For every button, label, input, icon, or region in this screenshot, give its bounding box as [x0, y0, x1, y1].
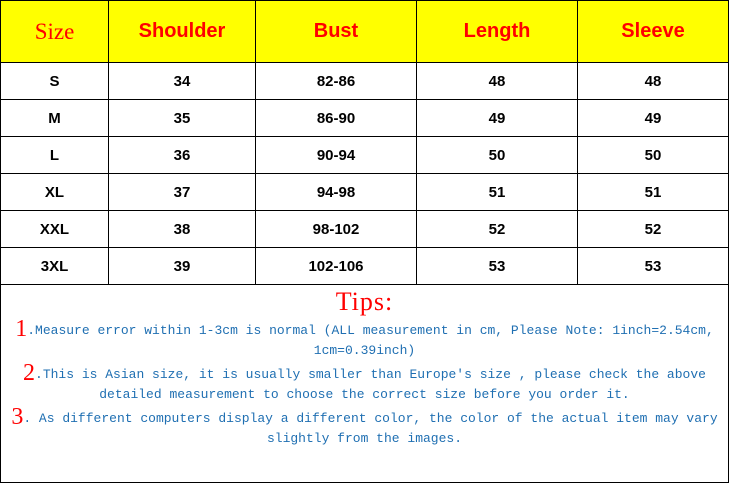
cell-sleeve: 49 [577, 99, 729, 137]
cell-shoulder: 37 [108, 173, 256, 211]
tip-text: .Measure error within 1-3cm is normal (A… [27, 323, 714, 358]
cell-size: S [0, 62, 109, 100]
table-row: S 34 82-86 48 48 [0, 62, 729, 100]
cell-size: L [0, 136, 109, 174]
cell-length: 48 [416, 62, 578, 100]
cell-length: 53 [416, 247, 578, 285]
tip-number: 3 [11, 404, 24, 430]
tip-2: 2.This is Asian size, it is usually smal… [1, 360, 728, 405]
cell-length: 51 [416, 173, 578, 211]
cell-bust: 102-106 [255, 247, 417, 285]
cell-sleeve: 50 [577, 136, 729, 174]
cell-length: 52 [416, 210, 578, 248]
table-row: L 36 90-94 50 50 [0, 136, 729, 174]
table-row: M 35 86-90 49 49 [0, 99, 729, 137]
cell-sleeve: 53 [577, 247, 729, 285]
table-row: XXL 38 98-102 52 52 [0, 210, 729, 248]
table-row: XL 37 94-98 51 51 [0, 173, 729, 211]
header-bust: Bust [255, 0, 417, 63]
cell-sleeve: 48 [577, 62, 729, 100]
cell-sleeve: 52 [577, 210, 729, 248]
table-row: 3XL 39 102-106 53 53 [0, 247, 729, 285]
header-row: Size Shoulder Bust Length Sleeve [0, 0, 729, 63]
cell-size: XL [0, 173, 109, 211]
cell-length: 49 [416, 99, 578, 137]
tips-title: Tips: [335, 287, 394, 316]
cell-shoulder: 34 [108, 62, 256, 100]
tip-3: 3. As different computers display a diff… [1, 404, 728, 449]
size-chart-table: Size Shoulder Bust Length Sleeve S 34 82-8… [0, 0, 729, 285]
header-sleeve: Sleeve [577, 0, 729, 63]
cell-shoulder: 38 [108, 210, 256, 248]
cell-sleeve: 51 [577, 173, 729, 211]
cell-shoulder: 39 [108, 247, 256, 285]
header-length: Length [416, 0, 578, 63]
cell-bust: 82-86 [255, 62, 417, 100]
tip-number: 1 [15, 316, 28, 342]
cell-size: M [0, 99, 109, 137]
cell-bust: 90-94 [255, 136, 417, 174]
cell-size: XXL [0, 210, 109, 248]
tip-text: . As different computers display a diffe… [23, 411, 718, 446]
tip-number: 2 [23, 360, 36, 386]
header-size: Size [0, 0, 109, 63]
cell-shoulder: 35 [108, 99, 256, 137]
tips-section: Tips: 1.Measure error within 1-3cm is no… [0, 285, 729, 483]
header-shoulder: Shoulder [108, 0, 256, 63]
cell-bust: 98-102 [255, 210, 417, 248]
cell-bust: 94-98 [255, 173, 417, 211]
cell-bust: 86-90 [255, 99, 417, 137]
tip-text: .This is Asian size, it is usually small… [35, 367, 706, 402]
cell-shoulder: 36 [108, 136, 256, 174]
cell-size: 3XL [0, 247, 109, 285]
tip-1: 1.Measure error within 1-3cm is normal (… [1, 316, 728, 361]
cell-length: 50 [416, 136, 578, 174]
